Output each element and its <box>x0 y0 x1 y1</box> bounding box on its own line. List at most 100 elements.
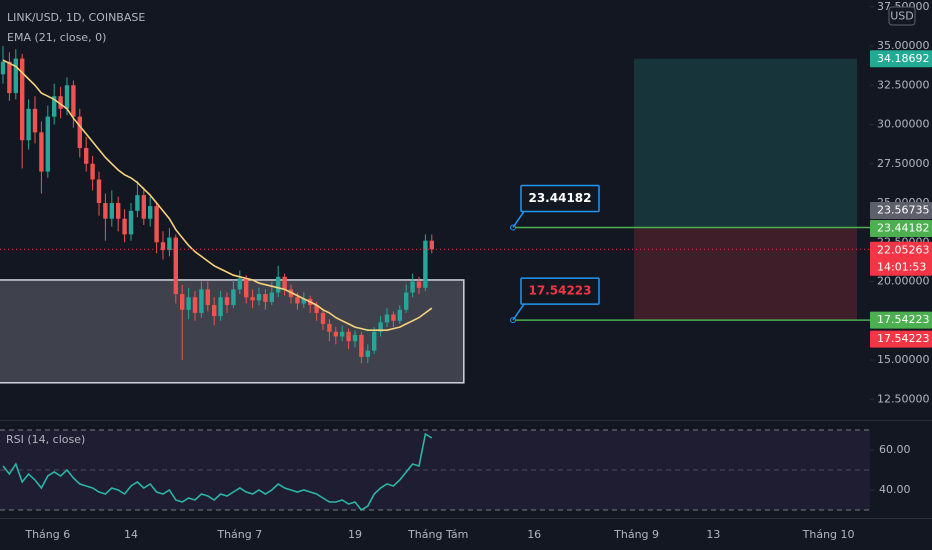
price-label: 23.56735 <box>877 204 930 217</box>
candle-body <box>352 334 358 342</box>
candle-body <box>116 203 121 219</box>
candle-body <box>263 294 268 302</box>
price-label: 17.54223 <box>877 313 930 326</box>
candle-body <box>327 323 332 332</box>
callout-text: 17.54223 <box>528 284 591 298</box>
price-label-box <box>870 330 932 348</box>
candle-body <box>160 242 166 251</box>
price-label-box <box>870 202 932 220</box>
candle-body <box>378 322 383 332</box>
y-tick-label: 12.50000 <box>877 392 930 405</box>
x-tick-label: Tháng Tám <box>407 528 468 541</box>
candle-body <box>250 297 255 301</box>
callout-pointer <box>512 303 525 321</box>
candle-body <box>71 85 76 117</box>
candle-body <box>7 61 12 94</box>
candle-body <box>109 203 114 219</box>
rsi-tick-label: 40.00 <box>879 483 911 496</box>
x-tick-label: 14 <box>124 528 138 541</box>
price-label-box <box>870 50 932 68</box>
y-tick-label: 35.00000 <box>877 39 930 52</box>
callout-box <box>520 277 600 305</box>
indicator-name: EMA (21, close, 0) <box>7 31 106 44</box>
candle-body <box>384 314 390 323</box>
price-label: 23.44182 <box>877 221 930 234</box>
candle-body <box>244 278 249 298</box>
candle-body <box>295 297 300 304</box>
y-tick-label: 32.50000 <box>877 78 930 91</box>
callout-text: 23.44182 <box>528 191 591 205</box>
price-label-box <box>870 219 932 237</box>
y-tick-label: 20.00000 <box>877 275 930 288</box>
candle-body <box>20 58 25 141</box>
candle-body <box>154 206 159 243</box>
candle-body <box>224 297 230 306</box>
candle-body <box>404 292 409 310</box>
x-tick-label: 19 <box>348 528 362 541</box>
callout-box <box>520 184 600 213</box>
price-label: 34.18692 <box>877 52 930 65</box>
candle-body <box>173 237 178 295</box>
candle-body <box>282 276 287 290</box>
price-label-box <box>870 241 932 276</box>
overlay: LINK/USD, 1D, COINBASE EMA (21, close, 0… <box>6 6 916 446</box>
candle-body <box>141 195 146 219</box>
candle-body <box>359 334 364 357</box>
x-tick-label: 13 <box>706 528 720 541</box>
candle-body <box>205 289 210 306</box>
plot-area: 23.44182 17.54223 <box>0 46 870 512</box>
ema-line <box>2 59 433 331</box>
x-tick-label: Tháng 10 <box>802 528 855 541</box>
countdown: 14:01:53 <box>877 260 926 273</box>
candle-body <box>365 350 370 357</box>
x-tick-label: 16 <box>527 528 541 541</box>
candle-body <box>32 108 38 133</box>
x-tick-label: Tháng 6 <box>24 528 70 541</box>
candle-body <box>77 116 82 149</box>
candle-body <box>199 289 204 313</box>
candle-body <box>212 305 217 317</box>
candle-body <box>128 210 134 235</box>
candle-body <box>410 281 415 293</box>
candle-body <box>237 278 242 290</box>
candle-body <box>218 297 223 317</box>
candle-body <box>340 331 345 337</box>
price-label-box <box>870 311 932 329</box>
candle-body <box>39 132 44 172</box>
candle-body <box>45 116 50 172</box>
candle-body <box>423 240 428 288</box>
currency-button[interactable] <box>888 6 916 26</box>
candle-body <box>90 163 95 180</box>
rsi-tick-label: 60.00 <box>879 443 911 456</box>
candle-body <box>429 240 434 250</box>
candle-body <box>301 298 306 304</box>
candle-body <box>276 276 281 293</box>
candle-body <box>26 108 31 141</box>
candle-body <box>416 281 422 288</box>
candle-body <box>346 331 351 342</box>
candle-body <box>96 179 102 204</box>
candle-body <box>391 314 396 321</box>
y-tick-label: 15.00000 <box>877 353 930 366</box>
candle-body <box>269 292 274 302</box>
candle-body <box>333 331 338 337</box>
currency[interactable]: USD <box>890 10 914 23</box>
candle-body <box>52 96 57 117</box>
y-tick-label: 27.50000 <box>877 157 930 170</box>
candle-body <box>13 58 18 94</box>
candle-body <box>314 305 319 313</box>
candle-body <box>180 294 185 310</box>
candle-body <box>256 294 262 301</box>
candle-body <box>186 297 191 310</box>
candle-body <box>320 312 326 324</box>
candle-body <box>58 96 63 109</box>
chart-title: LINK/USD, 1D, COINBASE <box>7 11 145 24</box>
candle-body <box>192 297 198 313</box>
rsi-line <box>2 432 433 512</box>
position-loss <box>634 227 857 321</box>
candle-body <box>135 195 140 211</box>
rsi-name: RSI (14, close) <box>6 433 85 446</box>
